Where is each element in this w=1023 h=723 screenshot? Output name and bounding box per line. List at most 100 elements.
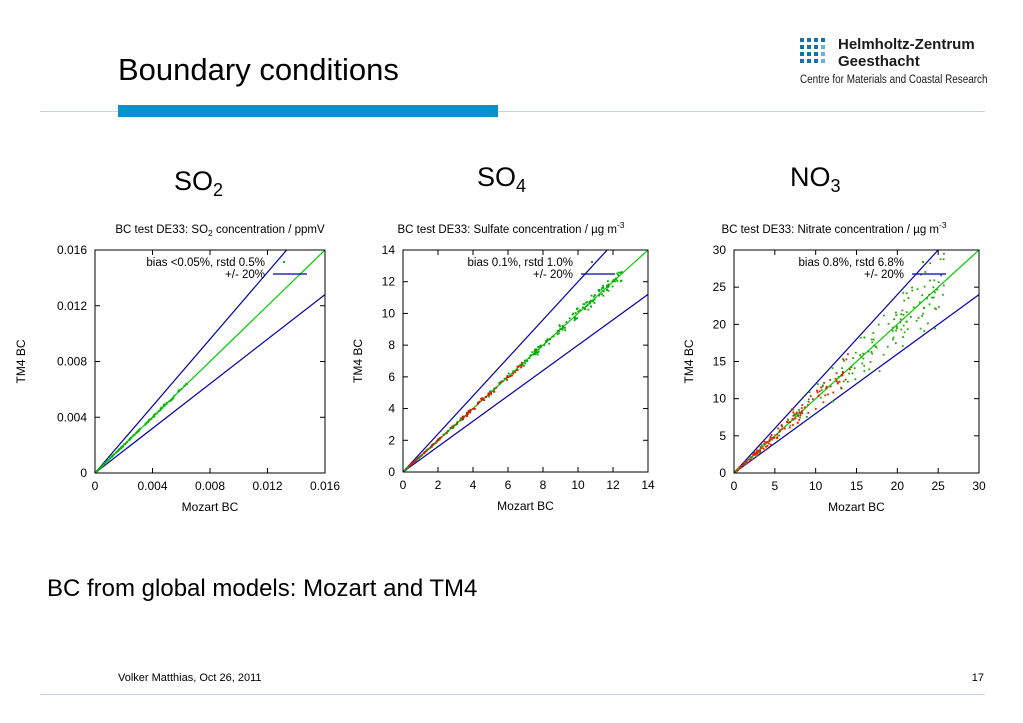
y-tick-label: 0.008 — [57, 355, 87, 369]
x-tick-label: 0.012 — [252, 479, 282, 493]
data-point — [136, 431, 139, 433]
data-point — [168, 400, 171, 403]
x-tick-label: 6 — [505, 478, 512, 492]
data-point — [601, 293, 603, 296]
data-point — [579, 309, 582, 312]
data-point — [598, 290, 601, 293]
data-point — [807, 398, 810, 401]
data-point — [169, 399, 172, 402]
y-axis-label: TM4 BC — [351, 339, 365, 383]
data-point — [893, 318, 896, 321]
data-point — [766, 441, 769, 444]
data-point — [520, 365, 523, 368]
data-point — [820, 386, 823, 389]
data-point — [543, 344, 546, 347]
data-point — [751, 455, 754, 458]
data-point — [816, 391, 819, 394]
data-point — [779, 429, 781, 432]
data-point — [585, 301, 588, 304]
data-point — [746, 462, 748, 465]
data-point — [139, 428, 141, 430]
data-point — [759, 451, 762, 454]
data-point — [895, 314, 898, 316]
data-point — [843, 359, 845, 362]
data-point — [808, 391, 811, 394]
data-point — [539, 346, 542, 349]
data-point — [792, 411, 795, 414]
data-point — [816, 389, 818, 392]
heading-so2: SO2 — [174, 166, 224, 200]
logo-dot — [807, 52, 811, 56]
data-point — [421, 454, 424, 456]
data-point — [437, 438, 439, 441]
data-point — [763, 440, 766, 443]
data-point — [800, 407, 803, 409]
reference-line-minus-20 — [95, 294, 325, 473]
data-point — [867, 350, 870, 353]
chart-title-main: BC test DE33: Nitrate concentration / µg… — [721, 224, 939, 236]
data-point — [524, 362, 527, 365]
y-tick-label: 0 — [388, 465, 395, 479]
data-point — [403, 469, 406, 472]
data-point — [528, 357, 531, 359]
chart-so4-svg: BC test DE33: Sulfate concentration / µg… — [351, 220, 655, 513]
data-point — [785, 421, 788, 423]
data-point — [797, 415, 800, 417]
data-point — [461, 415, 464, 418]
data-point — [806, 404, 809, 406]
data-point — [564, 326, 566, 329]
data-point — [505, 376, 508, 379]
data-point — [902, 336, 905, 338]
data-point — [871, 352, 874, 355]
data-point — [863, 364, 866, 367]
data-point — [811, 398, 814, 400]
data-point — [590, 294, 593, 297]
data-point — [903, 299, 906, 302]
data-point — [921, 294, 924, 297]
data-point — [840, 387, 843, 390]
y-axis-label: TM4 BC — [682, 339, 696, 383]
data-point — [152, 415, 155, 418]
data-point — [112, 453, 115, 456]
data-point — [911, 289, 914, 292]
data-point — [602, 290, 605, 293]
data-point — [905, 320, 908, 323]
data-point — [615, 277, 617, 280]
data-point — [923, 330, 926, 332]
data-point — [467, 410, 470, 412]
data-point — [942, 293, 944, 296]
data-point — [419, 455, 422, 458]
data-point — [611, 280, 614, 283]
data-point — [760, 444, 763, 447]
data-point — [433, 442, 436, 445]
data-point — [845, 358, 848, 361]
data-point — [558, 330, 561, 333]
data-point — [744, 462, 747, 465]
data-point — [537, 345, 540, 348]
data-point — [939, 258, 942, 261]
data-point — [110, 456, 113, 458]
data-point — [875, 345, 877, 348]
data-point — [886, 345, 889, 348]
data-point — [921, 314, 923, 317]
logo-dot — [814, 45, 818, 49]
reference-line-plus-20 — [403, 250, 608, 472]
x-tick-label: 10 — [571, 478, 585, 492]
data-point — [937, 281, 940, 284]
data-point — [480, 397, 483, 400]
data-point — [917, 317, 920, 319]
data-point — [770, 433, 773, 436]
data-point — [562, 326, 564, 329]
data-point — [749, 458, 752, 461]
data-point — [163, 405, 166, 407]
logo-dot — [800, 38, 804, 42]
data-point — [798, 411, 801, 413]
data-point — [821, 385, 824, 388]
data-point — [410, 463, 413, 465]
data-point — [150, 417, 153, 420]
y-tick-label: 12 — [382, 275, 396, 289]
data-point — [822, 401, 825, 404]
data-point — [834, 377, 837, 380]
data-point — [571, 313, 574, 316]
data-point — [906, 328, 909, 331]
